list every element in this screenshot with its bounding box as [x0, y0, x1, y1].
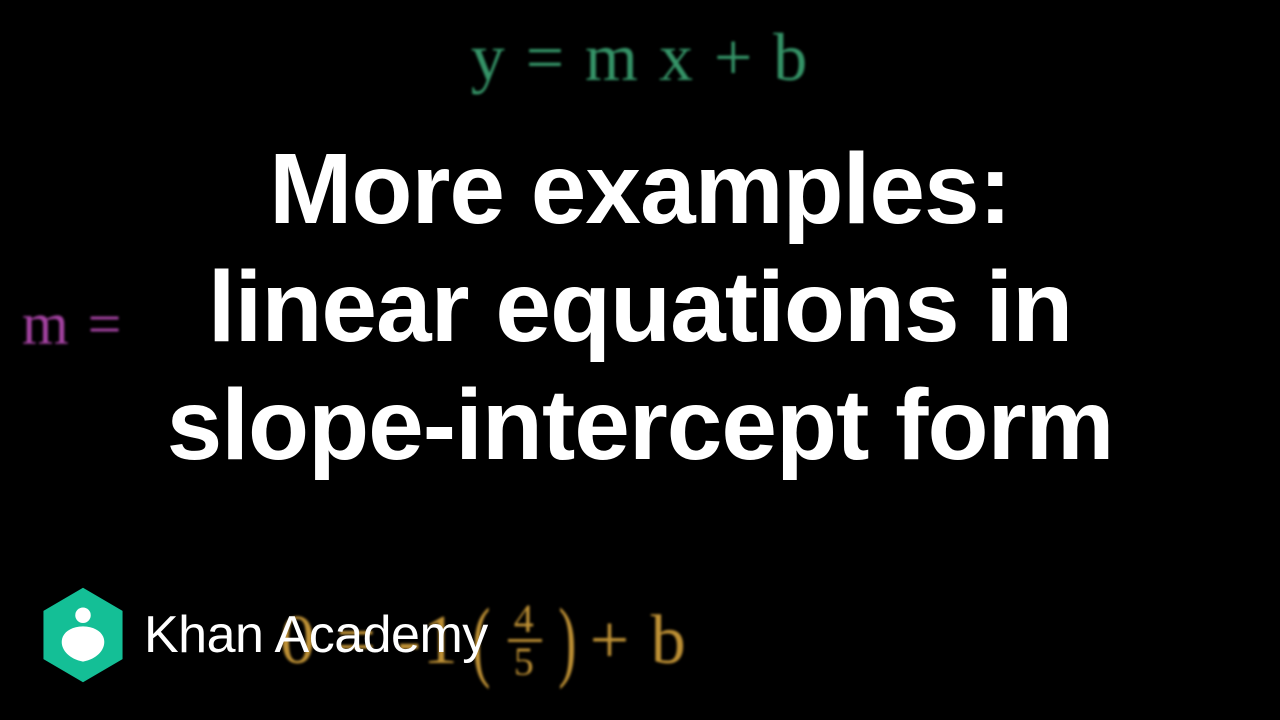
blackboard-canvas: y = m x + b m = 0 = -1 ( 4 5 ) + b More …	[0, 0, 1280, 720]
eq-bottom-trailing: + b	[590, 601, 688, 681]
title-line-2: linear equations in	[0, 248, 1280, 366]
right-paren: )	[558, 605, 577, 677]
fraction-denominator: 5	[508, 642, 542, 682]
brand-name-text: Khan Academy	[144, 605, 488, 665]
fraction-numerator: 4	[508, 599, 542, 642]
video-title: More examples: linear equations in slope…	[0, 130, 1280, 484]
brand-logo-block: Khan Academy	[40, 586, 488, 684]
fraction-four-fifths: 4 5	[508, 599, 542, 682]
title-line-1: More examples:	[0, 130, 1280, 248]
title-line-3: slope-intercept form	[0, 366, 1280, 484]
equation-slope-intercept: y = m x + b	[471, 18, 810, 97]
khan-hexagon-icon	[40, 586, 126, 684]
